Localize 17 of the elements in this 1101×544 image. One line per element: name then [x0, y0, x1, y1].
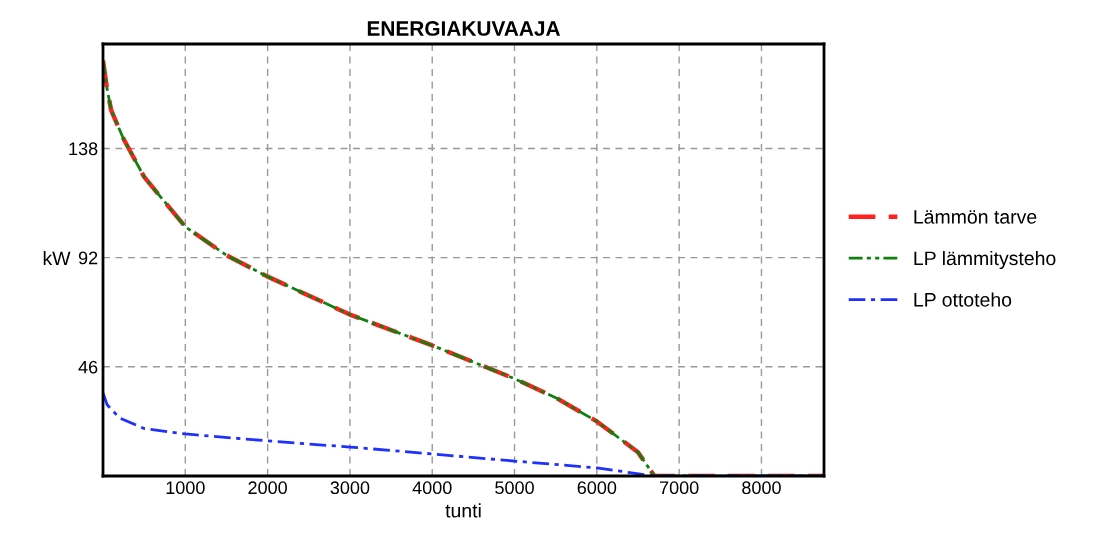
- y-tick-label: 46: [78, 360, 98, 374]
- x-tick-label: 3000: [330, 481, 370, 495]
- x-tick-label: 4000: [412, 481, 452, 495]
- legend-label: Lämmön tarve: [914, 210, 1037, 224]
- x-tick-label: 2000: [248, 481, 287, 495]
- x-tick-label: 6000: [577, 481, 617, 495]
- x-tick-label: 1000: [166, 481, 205, 495]
- x-axis-title: tunti: [445, 503, 481, 518]
- x-tick-label: 5000: [495, 481, 534, 495]
- legend-label: LP lämmitysteho: [914, 250, 1056, 270]
- y-axis-title: kW: [43, 250, 71, 266]
- y-tick-label: 92: [78, 251, 98, 265]
- legend-label: LP ottoteho: [914, 292, 1012, 307]
- x-tick-label: 8000: [742, 481, 781, 495]
- chart-title: ENERGIAKUVAAJA: [367, 21, 560, 36]
- x-tick-label: 7000: [659, 481, 699, 495]
- y-tick-label: 138: [69, 142, 98, 156]
